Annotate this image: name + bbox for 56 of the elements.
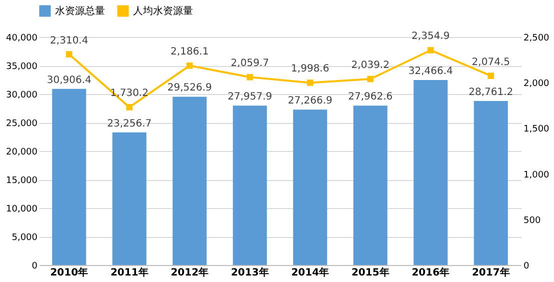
bar bbox=[172, 96, 207, 265]
x-tick-label: 2011年 bbox=[110, 266, 148, 278]
bar bbox=[474, 101, 508, 265]
y-tick-label: 15,000 bbox=[6, 176, 38, 186]
y2-tick-label: 1,000 bbox=[524, 170, 550, 180]
point bbox=[427, 47, 434, 54]
y2-tick-label: 2,000 bbox=[524, 79, 550, 90]
y-tick-label: 0 bbox=[32, 262, 38, 272]
data-label: 30,906.4 bbox=[46, 74, 92, 86]
x-tick-label: 2013年 bbox=[230, 266, 269, 278]
y-tick-label: 40,000 bbox=[6, 34, 38, 44]
bar bbox=[414, 80, 448, 265]
data-label: 2,310.4 bbox=[50, 35, 88, 46]
point bbox=[488, 72, 494, 79]
data-label: 32,466.4 bbox=[408, 66, 453, 77]
data-label: 27,266.9 bbox=[288, 96, 332, 107]
bar bbox=[232, 106, 267, 265]
data-label: 27,957.9 bbox=[228, 92, 272, 103]
data-label: 2,039.2 bbox=[351, 60, 390, 72]
bar bbox=[52, 88, 86, 265]
data-label: 1,998.6 bbox=[291, 64, 330, 75]
data-label: 2,186.1 bbox=[170, 46, 209, 58]
data-label: 28,761.2 bbox=[468, 87, 514, 98]
x-tick-label: 2015年 bbox=[351, 266, 390, 278]
y-tick-label: 5,000 bbox=[12, 233, 38, 243]
y-tick-label: 20,000 bbox=[6, 148, 38, 158]
bar bbox=[293, 110, 328, 265]
y2-tick-label: 0 bbox=[524, 262, 530, 272]
point bbox=[186, 62, 193, 69]
legend-label: 水资源总量 bbox=[55, 5, 105, 17]
bar bbox=[112, 132, 146, 265]
x-tick-label: 2017年 bbox=[472, 266, 510, 278]
point bbox=[126, 104, 133, 110]
y2-tick-label: 1,500 bbox=[524, 124, 550, 135]
data-label: 27,962.6 bbox=[348, 92, 393, 103]
point bbox=[66, 51, 72, 58]
y2-tick-label: 2,500 bbox=[524, 34, 550, 44]
point bbox=[246, 74, 254, 80]
y-tick-label: 25,000 bbox=[6, 119, 38, 129]
x-tick-label: 2012年 bbox=[170, 266, 209, 278]
point bbox=[306, 80, 314, 86]
data-label: 2,354.9 bbox=[412, 31, 450, 42]
y2-tick-label: 500 bbox=[524, 216, 541, 226]
legend-label: 人均水资源量 bbox=[133, 5, 193, 17]
data-label: 2,059.7 bbox=[230, 58, 269, 70]
data-label: 29,526.9 bbox=[167, 82, 212, 94]
y-tick-label: 35,000 bbox=[6, 62, 38, 72]
y-tick-label: 30,000 bbox=[6, 90, 38, 100]
x-tick-label: 2014年 bbox=[291, 266, 330, 278]
bar bbox=[353, 106, 388, 265]
x-tick-label: 2010年 bbox=[50, 266, 88, 278]
data-label: 2,074.5 bbox=[472, 56, 510, 68]
point bbox=[367, 76, 374, 82]
x-tick-label: 2016年 bbox=[412, 266, 450, 278]
data-label: 23,256.7 bbox=[107, 118, 152, 130]
y-tick-label: 10,000 bbox=[6, 204, 38, 214]
